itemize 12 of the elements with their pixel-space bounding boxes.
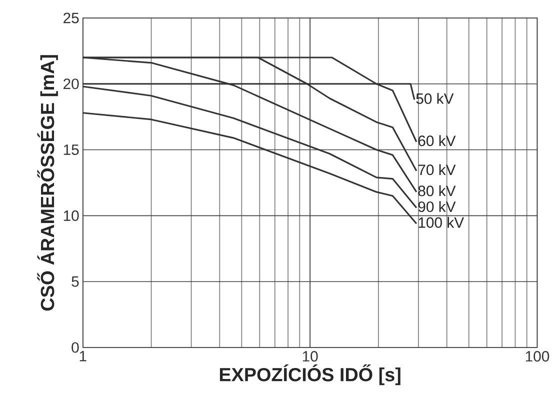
y-axis-title: CSŐ ÁRAMERŐSSÉGE [mA]	[37, 54, 58, 310]
y-tick-label: 5	[72, 276, 79, 287]
x-tick-label: 1	[80, 350, 86, 362]
series-label: 100 kV	[418, 216, 464, 228]
y-tick-label: 10	[64, 210, 79, 221]
x-tick-label: 100	[526, 350, 550, 362]
x-axis-title: EXPOZÍCIÓS IDŐ [s]	[220, 364, 400, 385]
x-tick-label: 10	[302, 350, 318, 362]
y-tick-label: 0	[72, 342, 79, 353]
y-tick-label: 15	[64, 144, 79, 155]
y-tick-label: 20	[64, 78, 79, 89]
y-tick-label: 25	[64, 12, 79, 24]
